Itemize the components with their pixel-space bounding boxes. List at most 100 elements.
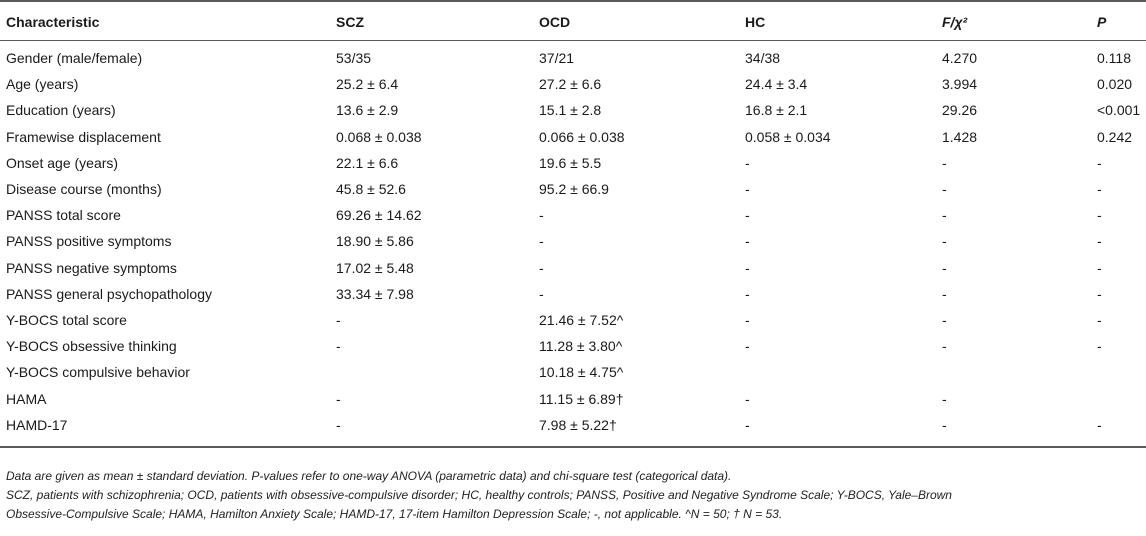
table-row: PANSS positive symptoms 18.90 ± 5.86 - - - -	[0, 228, 1146, 254]
table-cell: 95.2 ± 66.9	[539, 181, 609, 198]
row-label: Gender (male/female)	[6, 50, 143, 67]
column-header: OCD	[539, 14, 571, 30]
table-row: Y-BOCS compulsive behavior 10.18 ± 4.75^	[0, 359, 1146, 385]
table-cell: 15.1 ± 2.8	[539, 102, 602, 119]
table-cell: 10.18 ± 4.75^	[539, 364, 624, 381]
column-header: F/χ²	[942, 14, 968, 30]
table-cell: -	[942, 154, 947, 171]
table-cell: -	[745, 416, 750, 433]
table-row: Age (years) 25.2 ± 6.4 27.2 ± 6.6 24.4 ± 3.…	[0, 71, 1146, 97]
row-label: PANSS negative symptoms	[6, 259, 177, 276]
row-label: Y-BOCS obsessive thinking	[6, 338, 177, 355]
table-cell: -	[1097, 259, 1102, 276]
table-cell: -	[942, 416, 947, 433]
table-row: Disease course (months) 45.8 ± 52.6 95.2 ±…	[0, 176, 1146, 202]
table-cell: -	[336, 416, 341, 433]
table-cell: -	[1097, 181, 1102, 198]
footnote-line-2: SCZ, patients with schizophrenia; OCD, p…	[6, 488, 952, 502]
table-cell: -	[942, 181, 947, 198]
table-cell: 17.02 ± 5.48	[336, 259, 414, 276]
table-row: HAMD-17 - 7.98 ± 5.22† - - -	[0, 412, 1146, 438]
row-label: PANSS total score	[6, 207, 121, 224]
table-cell: -	[1097, 207, 1102, 224]
table-row: Framewise displacement 0.068 ± 0.038 0.066…	[0, 124, 1146, 150]
table-cell: -	[336, 311, 341, 328]
table-cell: -	[745, 285, 750, 302]
row-label: Y-BOCS compulsive behavior	[6, 364, 190, 381]
table-bottom-rule	[0, 445, 1146, 448]
row-label: HAMA	[6, 390, 47, 407]
table-cell: 0.066 ± 0.038	[539, 128, 625, 145]
table-cell: -	[539, 207, 544, 224]
table-cell: 13.6 ± 2.9	[336, 102, 399, 119]
table-cell: 0.058 ± 0.034	[745, 128, 831, 145]
table-cell: -	[539, 259, 544, 276]
column-header: SCZ	[336, 14, 364, 30]
table-row: PANSS total score 69.26 ± 14.62 - - - -	[0, 202, 1146, 228]
table-cell: 16.8 ± 2.1	[745, 102, 808, 119]
table-cell: -	[745, 311, 750, 328]
table-cell: -	[1097, 416, 1102, 433]
table-cell: 53/35	[336, 50, 372, 67]
table-cell: 7.98 ± 5.22†	[539, 416, 617, 433]
table-cell: -	[336, 390, 341, 407]
table-row: Education (years) 13.6 ± 2.9 15.1 ± 2.8 16.…	[0, 97, 1146, 123]
table-cell: -	[539, 285, 544, 302]
table-cell: 45.8 ± 52.6	[336, 181, 406, 198]
table-cell: -	[1097, 311, 1102, 328]
row-label: PANSS positive symptoms	[6, 233, 172, 250]
row-label: HAMD-17	[6, 416, 68, 433]
table-row: Gender (male/female) 53/35 37/21 34/38 4.270…	[0, 45, 1146, 71]
row-label: Framewise displacement	[6, 128, 161, 145]
table-body: Gender (male/female) 53/35 37/21 34/38 4.270…	[0, 45, 1146, 438]
row-label: Age (years)	[6, 76, 79, 93]
table-cell: -	[745, 154, 750, 171]
table-cell: -	[942, 338, 947, 355]
table-cell: 25.2 ± 6.4	[336, 76, 399, 93]
table-cell: <0.001	[1097, 102, 1141, 119]
table-row: Y-BOCS total score - 21.46 ± 7.52^ - - -	[0, 307, 1146, 333]
table-cell: -	[745, 233, 750, 250]
table-row: PANSS general psychopathology 33.34 ± 7.9…	[0, 281, 1146, 307]
footnote-line-3: Obsessive-Compulsive Scale; HAMA, Hamilt…	[6, 507, 783, 521]
table-cell: 11.28 ± 3.80^	[539, 338, 623, 355]
table-cell: 0.020	[1097, 76, 1133, 93]
table-cell: 0.068 ± 0.038	[336, 128, 422, 145]
table-cell: -	[942, 285, 947, 302]
table-row: PANSS negative symptoms 17.02 ± 5.48 - - - -	[0, 255, 1146, 281]
table-cell: 22.1 ± 6.6	[336, 154, 399, 171]
footnote-line-1: Data are given as mean ± standard deviat…	[6, 469, 732, 483]
table-cell: 21.46 ± 7.52^	[539, 311, 624, 328]
table-cell: -	[1097, 285, 1102, 302]
table-cell: -	[942, 233, 947, 250]
table-cell: 4.270	[942, 50, 978, 67]
row-label: Y-BOCS total score	[6, 311, 127, 328]
column-header: HC	[745, 14, 766, 30]
table-cell: -	[942, 390, 947, 407]
table-header-row: Characteristic SCZ OCD HC F/χ² P	[0, 2, 1146, 41]
table-cell: 11.15 ± 6.89†	[539, 390, 624, 407]
table-cell: 0.242	[1097, 128, 1133, 145]
data-table: Characteristic SCZ OCD HC F/χ² P Gender (male…	[0, 0, 1146, 448]
table-cell: -	[1097, 338, 1102, 355]
row-label: Onset age (years)	[6, 154, 119, 171]
table-cell: -	[1097, 233, 1102, 250]
row-label: PANSS general psychopathology	[6, 285, 212, 302]
table-cell: 0.118	[1097, 50, 1131, 67]
table-row: HAMA - 11.15 ± 6.89† - -	[0, 385, 1146, 411]
table-cell: -	[745, 259, 750, 276]
table-cell: -	[745, 181, 750, 198]
table-cell: 19.6 ± 5.5	[539, 154, 602, 171]
table-cell: 3.994	[942, 76, 978, 93]
table-cell: -	[336, 338, 341, 355]
table-cell: -	[745, 390, 750, 407]
table-cell: -	[745, 338, 750, 355]
table-cell: 37/21	[539, 50, 575, 67]
row-label: Education (years)	[6, 102, 116, 119]
table-cell: 1.428	[942, 128, 978, 145]
table-cell: -	[539, 233, 544, 250]
table-cell: -	[1097, 154, 1102, 171]
table-cell: -	[942, 259, 947, 276]
table-cell: 24.4 ± 3.4	[745, 76, 808, 93]
